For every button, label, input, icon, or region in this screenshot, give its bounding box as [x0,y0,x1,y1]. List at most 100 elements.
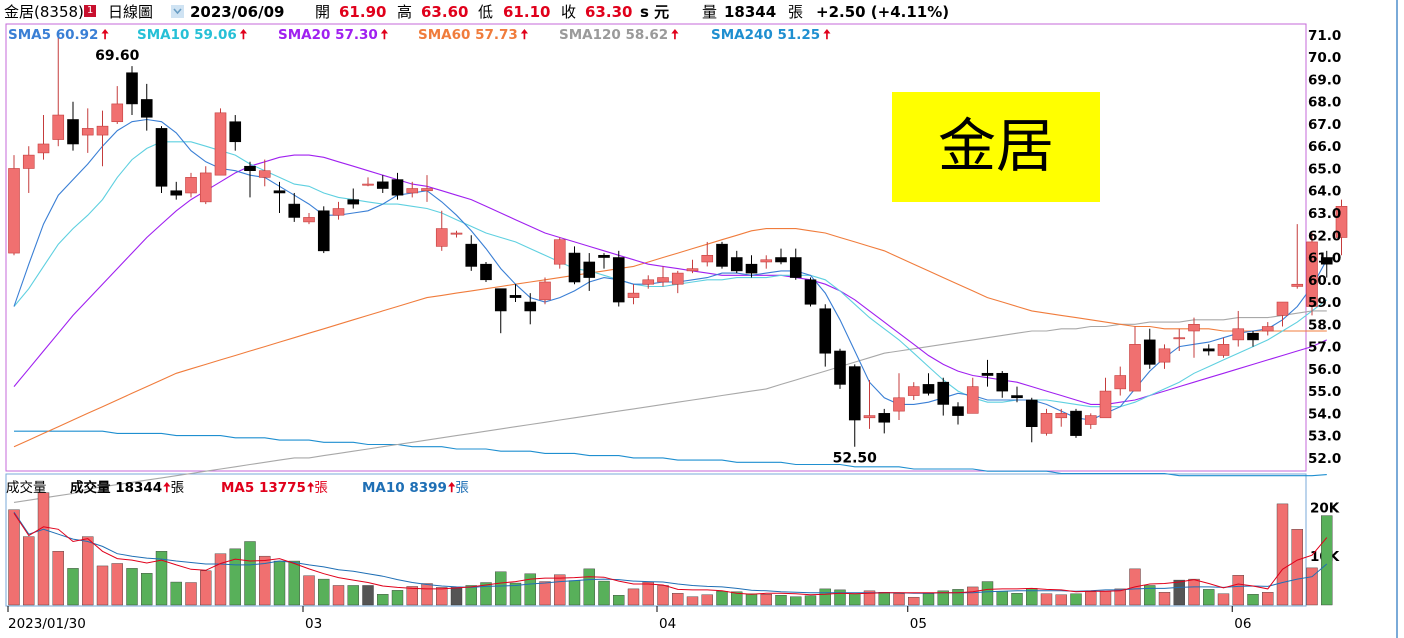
volume-bar[interactable] [568,580,581,606]
volume-bar[interactable] [347,585,359,606]
candle-body[interactable] [1320,257,1333,265]
candle-body[interactable] [1129,344,1141,392]
candle-body[interactable] [229,121,242,143]
sma-legend-item[interactable]: SMA5 60.92 🠅 [8,27,109,43]
candle-body[interactable] [657,277,669,283]
candle-body[interactable] [288,203,301,218]
volume-bar[interactable] [834,589,846,606]
candle-body[interactable] [583,261,596,278]
volume-bar[interactable] [37,492,50,606]
candle-body[interactable] [185,177,197,194]
sma-legend-item[interactable]: SMA20 57.30 🠅 [278,27,389,43]
volume-bar[interactable] [244,541,256,606]
volume-bar[interactable] [1173,579,1185,606]
volume-bar[interactable] [1262,592,1274,606]
candle-body[interactable] [1025,399,1038,428]
candle-body[interactable] [303,217,315,223]
volume-bar[interactable] [436,587,448,606]
candle-body[interactable] [96,125,109,136]
volume-bar[interactable] [849,593,861,606]
candle-body[interactable] [421,188,433,192]
volume-bar[interactable] [303,575,315,606]
volume-bar[interactable] [67,568,79,606]
volume-bar[interactable] [819,588,831,606]
candle-body[interactable] [391,179,404,196]
candle-body[interactable] [524,301,537,312]
volume-bar[interactable] [627,588,640,606]
candle-body[interactable] [716,243,728,267]
candle-body[interactable] [317,210,330,252]
volume-bar[interactable] [878,592,890,606]
volume-bar[interactable] [760,594,772,606]
volume-bar[interactable] [465,585,477,606]
volume-bar[interactable] [554,574,566,606]
candle-body[interactable] [1011,395,1023,399]
candle-body[interactable] [848,366,861,421]
candle-body[interactable] [819,308,832,354]
volume-bar[interactable] [657,585,669,606]
candle-body[interactable] [81,128,94,136]
candle-body[interactable] [539,281,551,301]
candle-body[interactable] [893,397,905,412]
volume-bar[interactable] [1085,591,1097,606]
volume-bar[interactable] [96,565,109,606]
volume-bar[interactable] [229,548,241,606]
volume-bar[interactable] [1011,593,1023,606]
candle-body[interactable] [480,263,492,281]
volume-bar[interactable] [686,596,699,606]
volume-bar[interactable] [1114,588,1126,606]
candle-body[interactable] [671,272,684,285]
volume-bar[interactable] [1276,503,1289,606]
volume-bar[interactable] [1321,515,1333,606]
candle-body[interactable] [244,165,256,171]
volume-bar[interactable] [1291,529,1303,606]
volume-bar[interactable] [1203,589,1215,606]
candle-body[interactable] [1099,390,1112,419]
volume-bar[interactable] [701,594,713,606]
volume-bar[interactable] [1099,591,1112,606]
candle-body[interactable] [789,257,802,278]
candle-body[interactable] [1188,324,1200,332]
candle-body[interactable] [347,199,360,205]
volume-bar[interactable] [952,589,964,606]
candle-body[interactable] [612,257,625,303]
candle-body[interactable] [1232,328,1245,341]
volume-bar[interactable] [745,593,758,606]
volume-bar[interactable] [362,585,374,606]
volume-bar[interactable] [332,585,345,606]
volume-bar[interactable] [495,571,507,606]
volume-bar[interactable] [126,568,138,606]
volume-bar[interactable] [288,560,300,606]
volume-bar[interactable] [214,553,227,606]
candle-body[interactable] [199,172,212,203]
candle-body[interactable] [775,257,787,263]
candle-body[interactable] [8,168,20,254]
candle-body[interactable] [745,263,758,274]
candle-body[interactable] [966,386,979,414]
volume-bar[interactable] [318,578,330,606]
candle-body[interactable] [332,208,345,216]
volume-bar[interactable] [775,595,787,606]
candle-body[interactable] [1261,326,1274,332]
candle-body[interactable] [568,252,581,283]
sma-legend-item[interactable]: SMA240 51.25 🠅 [711,27,831,43]
candle-body[interactable] [22,154,35,169]
candle-body[interactable] [1335,206,1348,238]
candle-body[interactable] [52,114,65,140]
volume-bar[interactable] [1055,594,1067,606]
volume-bar[interactable] [524,573,536,606]
candle-body[interactable] [1306,241,1318,307]
volume-bar[interactable] [981,581,994,606]
candle-body[interactable] [1202,348,1215,352]
volume-bar[interactable] [731,591,743,606]
volume-bar[interactable] [613,595,625,606]
candle-body[interactable] [878,413,891,423]
candle-body[interactable] [553,239,566,265]
candle-body[interactable] [406,188,419,194]
candle-body[interactable] [730,257,743,272]
candle-body[interactable] [863,415,876,419]
candle-body[interactable] [1291,283,1304,287]
candle-body[interactable] [627,292,640,298]
volume-bar[interactable] [1188,578,1200,606]
